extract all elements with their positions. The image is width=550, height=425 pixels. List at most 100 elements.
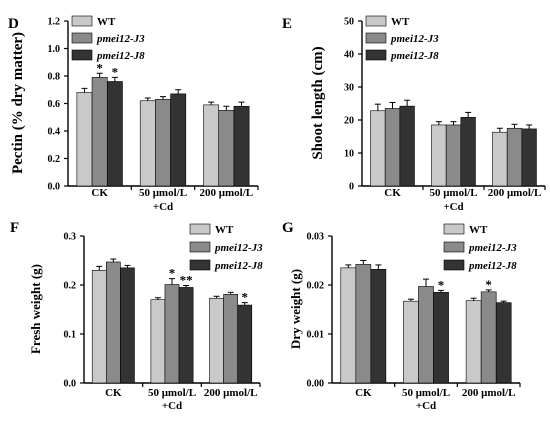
bar-wt [492, 131, 508, 187]
y-axis-title: Pectin (% dry matter) [10, 32, 26, 174]
legend-swatch [189, 223, 211, 235]
x-tick-label: 50 μmol/L [429, 187, 477, 199]
legend-swatch [443, 223, 465, 235]
bar-pmei12-j8 [370, 269, 387, 384]
legend-label: WT [469, 224, 488, 236]
legend-label: WT [97, 16, 116, 28]
significance-mark: * [485, 277, 492, 292]
x-tick-label: CK [91, 187, 108, 199]
legend-swatch [71, 32, 93, 44]
legend-label: pmei12-J3 [390, 33, 439, 45]
y-tick-label: 1.0 [48, 44, 61, 55]
legend-label: WT [215, 224, 234, 236]
bar-pmei12-j3 [480, 291, 497, 384]
x-tick-label: CK [384, 187, 401, 199]
bar-pmei12-j8 [106, 81, 123, 187]
significance-mark: ** [180, 272, 193, 287]
bar-pmei12-j3 [218, 110, 235, 187]
bar-wt [150, 299, 166, 384]
x-tick-label: CK [355, 387, 372, 399]
legend-label: pmei12-J8 [468, 260, 517, 272]
y-tick-label: 30 [344, 83, 354, 94]
y-tick-label: 0.01 [307, 330, 325, 341]
x-tick-label-extra: +Cd [162, 400, 182, 412]
bar-wt [465, 300, 482, 384]
legend-label: pmei12-J8 [390, 50, 439, 62]
bar-pmei12-j3 [155, 99, 171, 187]
bar-pmei12-j8 [460, 117, 476, 187]
bar-pmei12-j8 [120, 267, 135, 384]
significance-mark: * [112, 64, 119, 79]
x-tick-label: 200 μmol/L [488, 187, 542, 199]
x-tick-label: 50 μmol/L [139, 187, 187, 199]
y-tick-label: 1.2 [48, 17, 61, 28]
y-tick-label: 0.03 [307, 232, 325, 243]
legend-swatch [189, 259, 211, 271]
x-tick-label: 200 μmol/L [462, 387, 516, 399]
bar-pmei12-j8 [433, 292, 449, 384]
y-tick-label: 0.02 [307, 281, 325, 292]
y-tick-label: 0.0 [64, 379, 77, 390]
bar-wt [209, 297, 224, 384]
legend-swatch [71, 15, 93, 27]
y-tick-label: 0.00 [307, 379, 325, 390]
panel-e: E Shoot length (cm) 0 10 20 30 40 50 CK 50 μmol/L… [282, 15, 546, 213]
x-tick-label: 200 μmol/L [204, 387, 258, 399]
panel-g: G Dry weight (g) 0.00 0.01 0.02 0.03 CK 50 μmol… [282, 220, 521, 412]
legend-swatch [189, 241, 211, 253]
x-tick-label-extra: +Cd [416, 400, 436, 412]
y-axis-title: Dry weight (g) [288, 269, 303, 349]
bar-wt [403, 300, 419, 384]
legend-label: pmei12-J3 [468, 242, 517, 254]
bar-wt [91, 269, 107, 384]
bar-wt [76, 92, 93, 187]
legend-label: WT [391, 16, 410, 28]
bar-pmei12-j8 [170, 93, 187, 187]
bar-wt [340, 267, 357, 384]
y-axis-title: Fresh weight (g) [28, 264, 43, 354]
legend-swatch [365, 32, 387, 44]
significance-mark: * [96, 60, 103, 75]
panel-label: F [10, 220, 19, 236]
bar-pmei12-j3 [384, 108, 401, 187]
legend-swatch [443, 259, 465, 271]
bar-pmei12-j3 [355, 264, 372, 384]
y-axis-title: Shoot length (cm) [310, 46, 326, 159]
y-tick-label: 0.1 [64, 330, 77, 341]
legend-label: pmei12-J3 [96, 33, 145, 45]
legend-swatch [71, 49, 93, 61]
bar-pmei12-j8 [521, 128, 537, 187]
y-tick-label: 40 [344, 50, 354, 61]
y-tick-label: 0 [349, 182, 354, 193]
bar-pmei12-j3 [445, 124, 462, 187]
panel-label: G [282, 220, 294, 236]
y-tick-label: 0.6 [48, 99, 61, 110]
legend-swatch [365, 49, 387, 61]
panel-f: F Fresh weight (g) 0.0 0.1 0.2 0.3 CK 50 μmol/L… [10, 220, 263, 412]
bar-pmei12-j3 [418, 286, 434, 384]
bar-wt [203, 104, 220, 187]
significance-mark: * [169, 266, 176, 281]
y-tick-label: 0.3 [64, 232, 77, 243]
bar-pmei12-j3 [105, 261, 121, 384]
panel-label: E [282, 16, 292, 32]
legend-label: pmei12-J8 [214, 260, 263, 272]
y-tick-label: 0.2 [48, 154, 61, 165]
legend-label: pmei12-J8 [96, 50, 145, 62]
bar-wt [370, 110, 386, 187]
legend-swatch [365, 15, 387, 27]
y-tick-label: 20 [344, 116, 354, 127]
bar-pmei12-j8 [399, 105, 415, 187]
x-tick-label: 50 μmol/L [402, 387, 450, 399]
bar-pmei12-j8 [495, 302, 512, 384]
bar-pmei12-j8 [233, 105, 250, 187]
bar-pmei12-j8 [178, 287, 194, 384]
bar-pmei12-j3 [506, 127, 523, 187]
legend-label: pmei12-J3 [214, 242, 263, 254]
x-tick-label: CK [105, 387, 122, 399]
bar-pmei12-j3 [223, 294, 239, 384]
significance-mark: * [438, 277, 445, 292]
y-tick-label: 0.4 [48, 127, 61, 138]
